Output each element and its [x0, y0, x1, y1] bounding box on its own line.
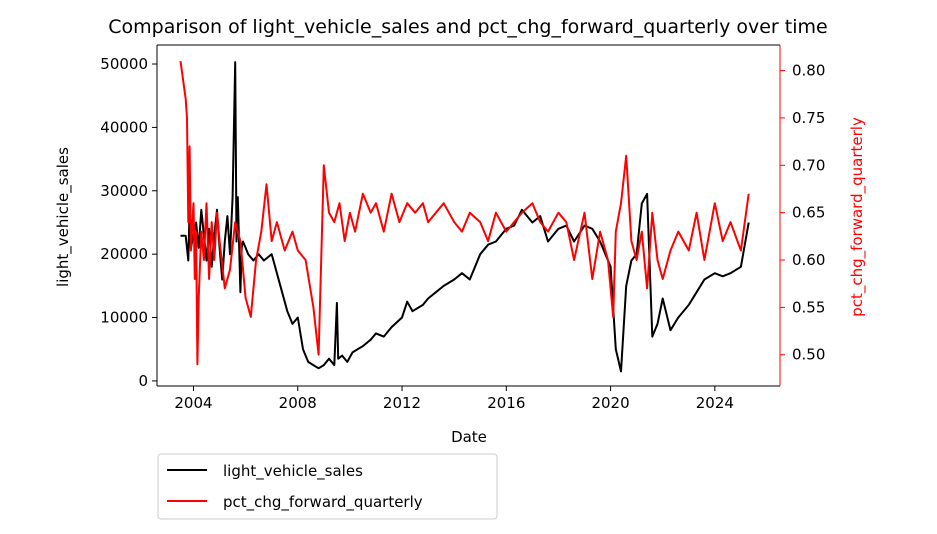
y-tick-label: 40000	[100, 118, 148, 136]
x-tick-label: 2008	[279, 394, 317, 412]
y-axis-label: light_vehicle_sales	[54, 147, 73, 287]
y2-tick-label: 0.70	[792, 156, 825, 174]
legend: light_vehicle_sales pct_chg_forward_quar…	[157, 453, 498, 520]
x-tick-label: 2024	[696, 394, 734, 412]
y2-tick-label: 0.75	[792, 109, 825, 127]
axes: 2004 2008 2012 2016 2020 2024 0 10000 20000 30000…	[100, 44, 825, 412]
legend-label-pct-chg-forward-quarterly: pct_chg_forward_quarterly	[223, 493, 423, 512]
y2-tick-label: 0.80	[792, 62, 825, 80]
series-line-pct-chg-forward-quarterly	[179, 60, 750, 366]
x-axis-label: Date	[451, 428, 487, 446]
y-tick-label: 20000	[100, 245, 148, 263]
x-tick-label: 2016	[487, 394, 525, 412]
y-tick-label: 50000	[100, 55, 148, 73]
y2-tick-label: 0.65	[792, 204, 825, 222]
x-tick-label: 2004	[174, 394, 212, 412]
x-tick-label: 2012	[383, 394, 421, 412]
x-tick-label: 2020	[591, 394, 629, 412]
y-tick-label: 0	[138, 372, 148, 390]
y2-tick-label: 0.55	[792, 298, 825, 316]
legend-label-light-vehicle-sales: light_vehicle_sales	[223, 462, 363, 481]
y2-tick-label: 0.50	[792, 346, 825, 364]
chart-title: Comparison of light_vehicle_sales and pc…	[108, 16, 827, 38]
legend-frame	[157, 453, 498, 520]
plot-area	[179, 60, 750, 373]
y-tick-label: 30000	[100, 182, 148, 200]
y2-tick-label: 0.60	[792, 251, 825, 269]
series-line-light-vehicle-sales	[180, 61, 750, 373]
y2-axis-label: pct_chg_forward_quarterly	[848, 117, 867, 317]
y-tick-label: 10000	[100, 309, 148, 327]
